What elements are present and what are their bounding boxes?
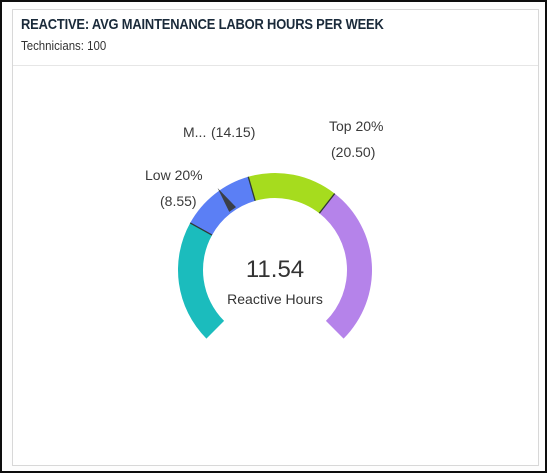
gauge-label-low-name: Low 20% <box>145 167 203 183</box>
gauge-center-caption: Reactive Hours <box>227 291 323 307</box>
gauge-label-top-name: Top 20% <box>329 118 383 134</box>
gauge-label-low-value: (8.55) <box>160 193 197 209</box>
gauge-separator-3 <box>318 193 336 214</box>
gauge-label-mid-value: (14.15) <box>211 124 255 140</box>
gauge-segment-top <box>319 193 373 339</box>
gauge-label-top-value: (20.50) <box>331 144 375 160</box>
gauge-label-mid-name: M... <box>183 124 206 140</box>
gauge-segment-low <box>178 222 225 339</box>
gauge-arcs <box>178 173 373 339</box>
widget-title: REACTIVE: AVG MAINTENANCE LABOR HOURS PE… <box>21 16 384 33</box>
gauge-widget-card: REACTIVE: AVG MAINTENANCE LABOR HOURS PE… <box>12 9 539 466</box>
widget-subtitle: Technicians: 100 <box>21 38 107 53</box>
gauge-segment-mid-top <box>248 173 335 214</box>
gauge-needle <box>217 188 237 212</box>
gauge-separator-2 <box>247 176 256 201</box>
gauge-separator-1 <box>189 222 213 236</box>
gauge-segment-low-mid <box>190 176 256 236</box>
gauge-center-value: 11.54 <box>246 256 304 283</box>
widget-header: REACTIVE: AVG MAINTENANCE LABOR HOURS PE… <box>13 10 538 66</box>
gauge-separators <box>189 176 336 236</box>
